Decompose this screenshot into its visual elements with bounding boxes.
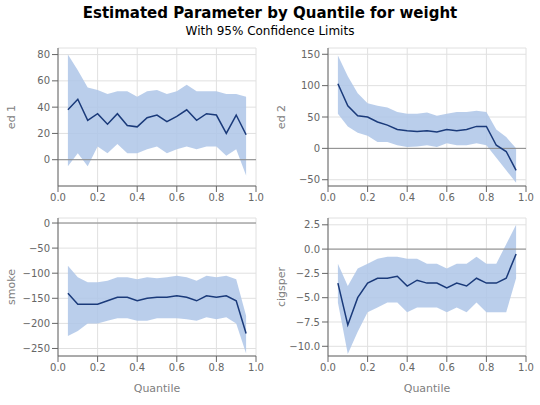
svg-text:0.4: 0.4 [129,362,145,373]
svg-text:smoke: smoke [8,269,18,305]
svg-text:150: 150 [301,49,320,60]
svg-text:0.8: 0.8 [208,362,224,373]
svg-text:−10.0: −10.0 [289,341,320,352]
svg-text:0.0: 0.0 [320,362,336,373]
svg-text:ed 1: ed 1 [8,105,18,129]
svg-text:0.0: 0.0 [304,244,320,255]
svg-text:Quantile: Quantile [404,382,451,395]
svg-text:0.8: 0.8 [478,192,494,203]
svg-text:−50: −50 [299,174,320,185]
svg-text:0.4: 0.4 [399,192,415,203]
svg-text:80: 80 [37,49,50,60]
svg-text:0.4: 0.4 [129,192,145,203]
svg-text:0: 0 [44,218,50,229]
html-text:With 95% Confidence Limits: With 95% Confidence Limits [185,24,355,38]
svg-text:0.8: 0.8 [208,192,224,203]
svg-text:40: 40 [37,102,50,113]
svg-text:1.0: 1.0 [518,192,532,203]
svg-text:0.2: 0.2 [90,192,106,203]
svg-text:100: 100 [301,80,320,91]
svg-text:0.2: 0.2 [90,362,106,373]
svg-text:0.2: 0.2 [360,192,376,203]
svg-text:0: 0 [314,143,320,154]
svg-text:ed 2: ed 2 [275,105,288,129]
svg-text:2.5: 2.5 [304,219,320,230]
svg-text:1.0: 1.0 [248,192,264,203]
svg-text:1.0: 1.0 [248,362,264,373]
svg-text:0.6: 0.6 [169,192,185,203]
svg-text:0.6: 0.6 [439,362,455,373]
svg-text:60: 60 [37,75,50,86]
svg-text:0.6: 0.6 [169,362,185,373]
svg-text:−250: −250 [23,343,50,354]
svg-text:0.6: 0.6 [439,192,455,203]
svg-text:0.0: 0.0 [50,192,66,203]
svg-text:0.0: 0.0 [50,362,66,373]
svg-text:−5.0: −5.0 [296,292,320,303]
svg-text:0.4: 0.4 [399,362,415,373]
svg-text:−100: −100 [23,268,50,279]
svg-text:0.8: 0.8 [478,362,494,373]
svg-text:0: 0 [44,154,50,165]
svg-text:20: 20 [37,128,50,139]
svg-text:cigsper: cigsper [275,266,288,307]
svg-text:0.0: 0.0 [320,192,336,203]
svg-text:−150: −150 [23,293,50,304]
svg-text:−200: −200 [23,318,50,329]
svg-text:−7.5: −7.5 [296,317,320,328]
svg-text:−50: −50 [29,243,50,254]
svg-text:1.0: 1.0 [518,362,532,373]
html-text:Estimated Parameter by Quantil: Estimated Parameter by Quantile for weig… [82,4,458,22]
svg-text:Quantile: Quantile [134,382,181,395]
svg-text:50: 50 [307,112,320,123]
svg-text:0.2: 0.2 [360,362,376,373]
svg-text:−2.5: −2.5 [296,268,320,279]
